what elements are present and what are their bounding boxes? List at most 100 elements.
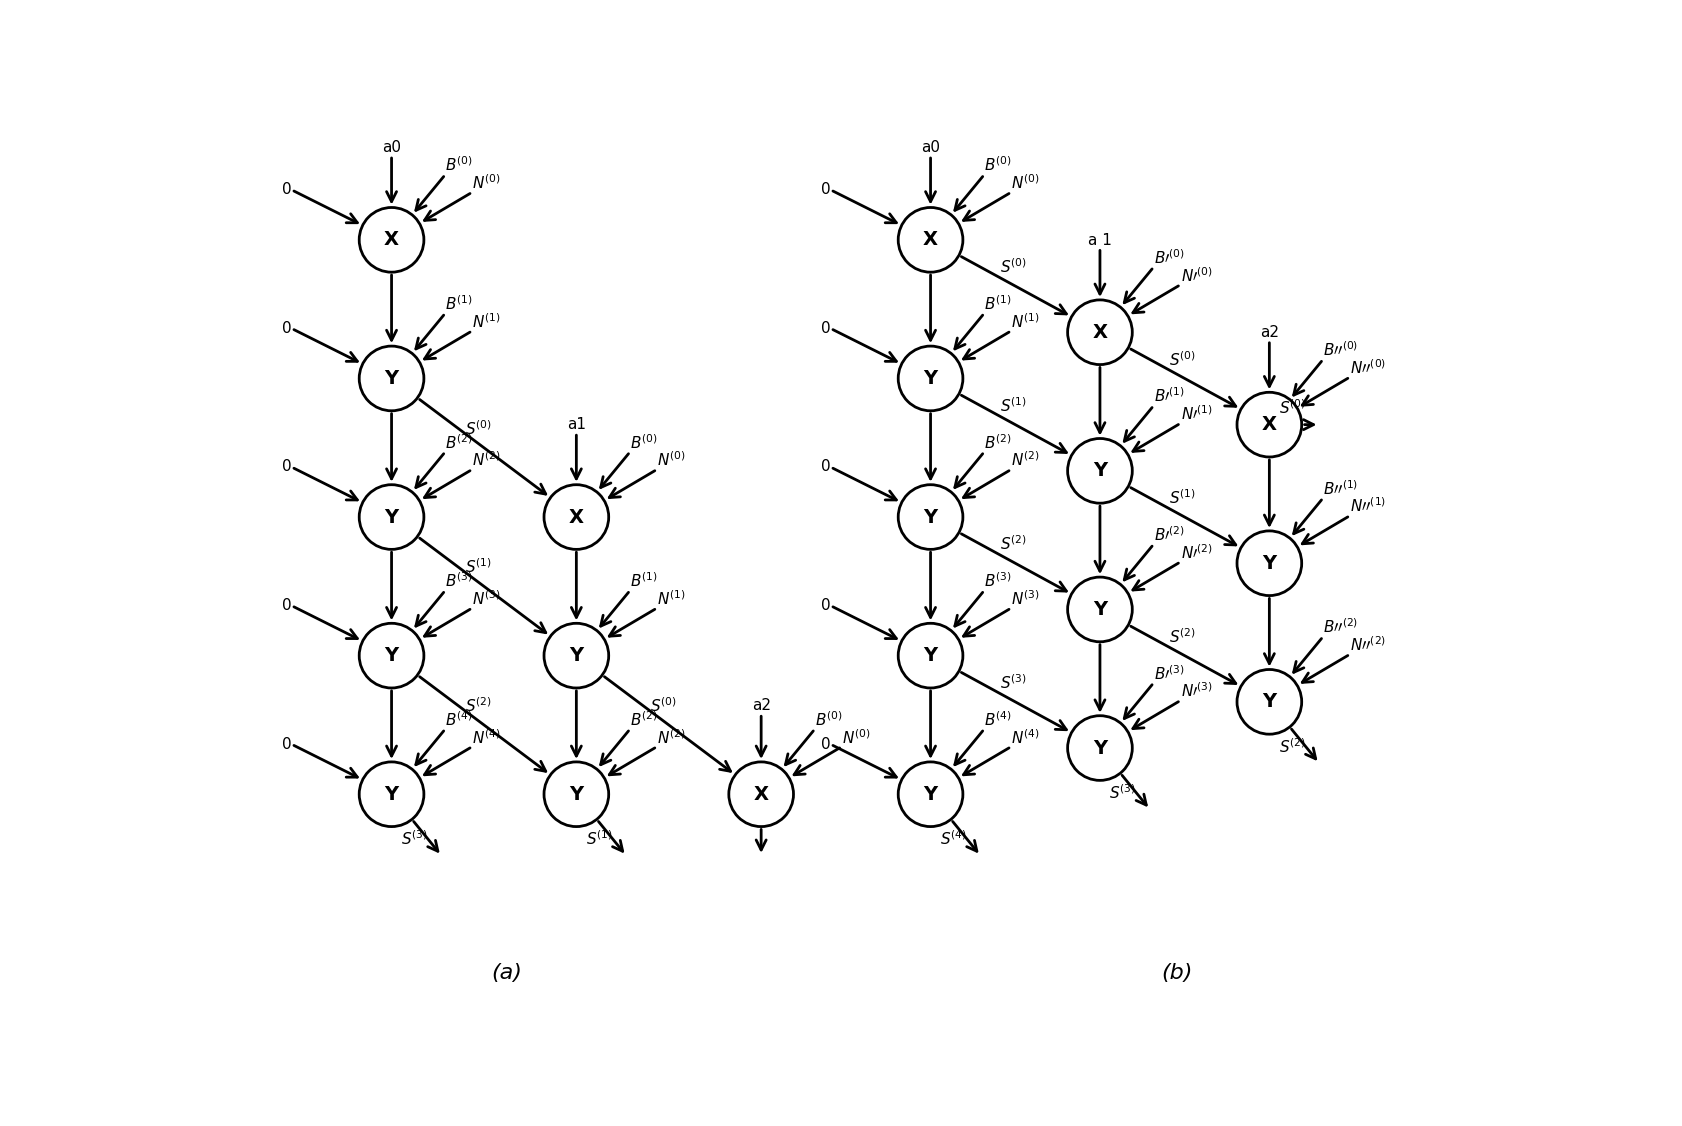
Text: $N{\prime\prime}^{(2)}$: $N{\prime\prime}^{(2)}$ bbox=[1351, 635, 1386, 654]
Circle shape bbox=[543, 762, 609, 826]
Text: Y: Y bbox=[385, 508, 399, 527]
Text: a0: a0 bbox=[922, 140, 940, 155]
Text: Y: Y bbox=[1262, 554, 1277, 573]
Text: $B{\prime\prime}^{(1)}$: $B{\prime\prime}^{(1)}$ bbox=[1324, 479, 1359, 498]
Text: $B^{(4)}$: $B^{(4)}$ bbox=[984, 711, 1013, 729]
Text: $S^{(2)}$: $S^{(2)}$ bbox=[1169, 627, 1196, 645]
Text: Y: Y bbox=[923, 369, 937, 388]
Text: $S^{(0)}$: $S^{(0)}$ bbox=[1169, 350, 1196, 368]
Text: $S^{(2)}$: $S^{(2)}$ bbox=[464, 696, 491, 715]
Text: 0: 0 bbox=[283, 321, 291, 336]
Text: (a): (a) bbox=[491, 963, 523, 983]
Text: $B{\prime}^{(3)}$: $B{\prime}^{(3)}$ bbox=[1154, 664, 1184, 682]
Text: $B^{(0)}$: $B^{(0)}$ bbox=[631, 432, 658, 452]
Text: $S^{(2)}$: $S^{(2)}$ bbox=[999, 535, 1028, 553]
Text: 0: 0 bbox=[283, 736, 291, 752]
Text: X: X bbox=[1262, 415, 1277, 435]
Text: Y: Y bbox=[569, 785, 584, 804]
Circle shape bbox=[1068, 578, 1132, 642]
Text: $S^{(0)}$: $S^{(0)}$ bbox=[999, 258, 1028, 276]
Circle shape bbox=[360, 484, 424, 549]
Circle shape bbox=[360, 207, 424, 272]
Text: a 1: a 1 bbox=[1088, 233, 1112, 248]
Text: $N{\prime\prime}^{(0)}$: $N{\prime\prime}^{(0)}$ bbox=[1351, 358, 1386, 377]
Text: 0: 0 bbox=[283, 459, 291, 474]
Text: $B{\prime\prime}^{(0)}$: $B{\prime\prime}^{(0)}$ bbox=[1324, 340, 1359, 359]
Text: $N^{(1)}$: $N^{(1)}$ bbox=[658, 589, 686, 608]
Text: $B^{(0)}$: $B^{(0)}$ bbox=[446, 155, 473, 175]
Text: $N{\prime}^{(1)}$: $N{\prime}^{(1)}$ bbox=[1181, 404, 1213, 423]
Text: $N^{(1)}$: $N^{(1)}$ bbox=[1011, 312, 1039, 331]
Text: $B^{(0)}$: $B^{(0)}$ bbox=[984, 155, 1013, 175]
Text: Y: Y bbox=[385, 369, 399, 388]
Text: $B^{(3)}$: $B^{(3)}$ bbox=[446, 572, 473, 590]
Text: $N^{(0)}$: $N^{(0)}$ bbox=[658, 450, 686, 470]
Text: $N^{(1)}$: $N^{(1)}$ bbox=[473, 312, 501, 331]
Text: $N{\prime\prime}^{(1)}$: $N{\prime\prime}^{(1)}$ bbox=[1351, 497, 1386, 516]
Text: $S^{(1)}$: $S^{(1)}$ bbox=[1169, 489, 1196, 507]
Text: $B{\prime}^{(2)}$: $B{\prime}^{(2)}$ bbox=[1154, 526, 1184, 544]
Text: $N^{(4)}$: $N^{(4)}$ bbox=[1011, 727, 1039, 747]
Text: Y: Y bbox=[923, 646, 937, 665]
Circle shape bbox=[1236, 670, 1302, 734]
Circle shape bbox=[898, 624, 962, 688]
Text: a1: a1 bbox=[567, 418, 585, 432]
Text: $S^{(3)}$: $S^{(3)}$ bbox=[1108, 784, 1137, 802]
Text: X: X bbox=[569, 508, 584, 527]
Text: $N^{(2)}$: $N^{(2)}$ bbox=[1011, 450, 1039, 470]
Text: $S^{(3)}$: $S^{(3)}$ bbox=[999, 673, 1028, 692]
Text: $N^{(0)}$: $N^{(0)}$ bbox=[1011, 173, 1039, 193]
Text: $N^{(2)}$: $N^{(2)}$ bbox=[473, 450, 501, 470]
Text: $S^{(1)}$: $S^{(1)}$ bbox=[999, 396, 1028, 414]
Text: $B{\prime}^{(0)}$: $B{\prime}^{(0)}$ bbox=[1154, 248, 1184, 267]
Text: X: X bbox=[923, 231, 939, 249]
Text: $B{\prime}^{(1)}$: $B{\prime}^{(1)}$ bbox=[1154, 386, 1184, 405]
Circle shape bbox=[1068, 716, 1132, 780]
Text: $B^{(2)}$: $B^{(2)}$ bbox=[446, 432, 473, 452]
Text: Y: Y bbox=[923, 785, 937, 804]
Text: 0: 0 bbox=[821, 459, 831, 474]
Text: $N^{(2)}$: $N^{(2)}$ bbox=[658, 727, 686, 747]
Text: $S^{(0)}$: $S^{(0)}$ bbox=[464, 419, 491, 438]
Circle shape bbox=[898, 346, 962, 411]
Circle shape bbox=[543, 484, 609, 549]
Text: $S^{(4)}$: $S^{(4)}$ bbox=[940, 830, 967, 848]
Text: $N^{(3)}$: $N^{(3)}$ bbox=[1011, 589, 1039, 608]
Text: $B^{(2)}$: $B^{(2)}$ bbox=[631, 711, 658, 729]
Text: $B^{(1)}$: $B^{(1)}$ bbox=[984, 294, 1013, 313]
Text: $B^{(3)}$: $B^{(3)}$ bbox=[984, 572, 1013, 590]
Circle shape bbox=[1068, 300, 1132, 365]
Text: $S^{(1)}$: $S^{(1)}$ bbox=[464, 557, 491, 577]
Text: $B^{(2)}$: $B^{(2)}$ bbox=[984, 432, 1013, 452]
Text: $S^{(3)}$: $S^{(3)}$ bbox=[400, 830, 427, 848]
Text: 0: 0 bbox=[821, 182, 831, 197]
Text: $B^{(4)}$: $B^{(4)}$ bbox=[446, 711, 473, 729]
Text: $S^{(0)}$: $S^{(0)}$ bbox=[649, 696, 676, 715]
Text: Y: Y bbox=[1093, 462, 1107, 481]
Text: 0: 0 bbox=[283, 598, 291, 613]
Circle shape bbox=[728, 762, 794, 826]
Text: $S^{(0)}$: $S^{(0)}$ bbox=[1278, 399, 1305, 417]
Text: 0: 0 bbox=[821, 321, 831, 336]
Text: Y: Y bbox=[1093, 600, 1107, 619]
Circle shape bbox=[898, 207, 962, 272]
Text: Y: Y bbox=[569, 646, 584, 665]
Circle shape bbox=[898, 762, 962, 826]
Text: 0: 0 bbox=[283, 182, 291, 197]
Text: $N^{(0)}$: $N^{(0)}$ bbox=[843, 727, 871, 747]
Text: a0: a0 bbox=[382, 140, 400, 155]
Text: $S^{(1)}$: $S^{(1)}$ bbox=[585, 830, 612, 848]
Text: a2: a2 bbox=[1260, 325, 1278, 340]
Text: Y: Y bbox=[1262, 692, 1277, 712]
Text: $N^{(3)}$: $N^{(3)}$ bbox=[473, 589, 501, 608]
Circle shape bbox=[898, 484, 962, 549]
Text: 0: 0 bbox=[821, 598, 831, 613]
Circle shape bbox=[1236, 530, 1302, 596]
Text: $N^{(4)}$: $N^{(4)}$ bbox=[473, 727, 501, 747]
Text: X: X bbox=[754, 785, 769, 804]
Text: $N^{(0)}$: $N^{(0)}$ bbox=[473, 173, 501, 193]
Text: a2: a2 bbox=[752, 698, 770, 714]
Text: 0: 0 bbox=[821, 736, 831, 752]
Circle shape bbox=[543, 624, 609, 688]
Text: $B^{(0)}$: $B^{(0)}$ bbox=[816, 711, 843, 729]
